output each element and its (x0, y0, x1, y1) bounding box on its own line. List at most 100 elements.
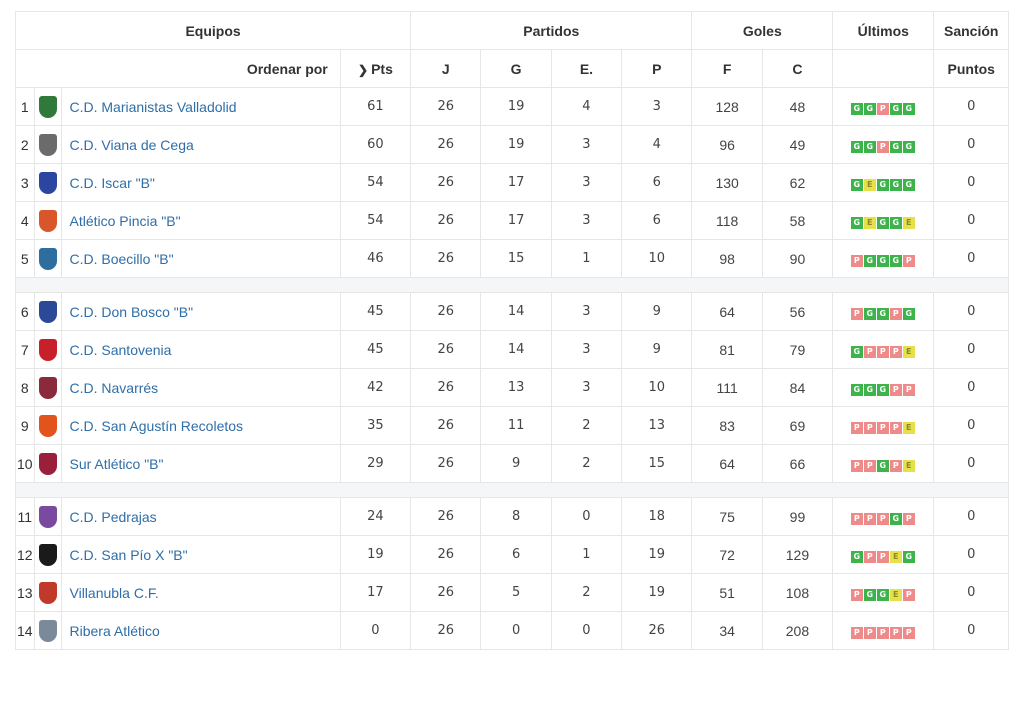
team-link[interactable]: Villanubla C.F. (69, 584, 159, 601)
won-cell: 19 (480, 125, 552, 164)
goals-for-cell: 34 (691, 611, 763, 650)
played-cell: 26 (410, 611, 482, 650)
result-badge: E (889, 551, 902, 563)
table-row: 1 C.D. Marianistas Valladolid 61 26 19 4 3 128 4… (15, 87, 1009, 126)
result-badge: P (863, 513, 876, 525)
pts-label: Pts (371, 60, 393, 77)
goals-against-cell: 108 (761, 573, 834, 612)
result-badge: P (889, 308, 902, 320)
lost-cell: 18 (621, 497, 693, 536)
goals-for-cell: 128 (691, 87, 763, 126)
result-badge: G (850, 103, 863, 115)
pts-cell: 0 (339, 611, 412, 650)
result-badge: G (850, 384, 863, 396)
result-badge: P (850, 308, 863, 320)
result-badge: G (889, 217, 902, 229)
lost-cell: 6 (621, 201, 693, 240)
won-cell: 19 (480, 87, 552, 126)
played-cell: 26 (410, 535, 482, 574)
table-row: 7 C.D. Santovenia 45 26 14 3 9 81 79 G P P P E 0 (15, 330, 1009, 369)
team-link[interactable]: C.D. Boecillo "B" (69, 250, 174, 267)
team-crest-icon (38, 300, 57, 323)
header-e: E. (550, 49, 623, 88)
won-cell: 14 (480, 330, 552, 369)
ordenar-por-label: Ordenar por (15, 49, 341, 88)
sanction-cell: 0 (933, 406, 1009, 445)
team-link[interactable]: C.D. Don Bosco "B" (69, 303, 194, 320)
drawn-cell: 3 (550, 201, 623, 240)
pts-cell: 24 (339, 497, 412, 536)
table-row: 14 Ribera Atlético 0 26 0 0 26 34 208 P P P P P 0 (15, 611, 1009, 650)
result-badge: P (876, 141, 889, 153)
team-link[interactable]: C.D. Iscar "B" (69, 174, 155, 191)
table-row: 10 Sur Atlético "B" 29 26 9 2 15 64 66 P P G P E 0 (15, 444, 1009, 483)
drawn-cell: 3 (550, 292, 623, 331)
table-row: 11 C.D. Pedrajas 24 26 8 0 18 75 99 P P P G P 0 (15, 497, 1009, 536)
pts-cell: 45 (339, 292, 412, 331)
drawn-cell: 1 (550, 535, 623, 574)
team-link[interactable]: C.D. Marianistas Valladolid (69, 98, 237, 115)
crest-cell (33, 406, 62, 445)
team-link[interactable]: Sur Atlético "B" (69, 455, 164, 472)
crest-cell (33, 573, 62, 612)
result-badge: E (902, 422, 915, 434)
team-cell: C.D. Viana de Cega (60, 125, 341, 164)
position-cell: 1 (15, 87, 35, 126)
result-badge: G (902, 179, 915, 191)
team-link[interactable]: Ribera Atlético (69, 622, 160, 639)
position-cell: 7 (15, 330, 35, 369)
result-badge: G (889, 513, 902, 525)
result-badge: E (863, 217, 876, 229)
pts-cell: 60 (339, 125, 412, 164)
played-cell: 26 (410, 125, 482, 164)
header-ultimos-blank (832, 49, 935, 88)
goals-against-cell: 62 (761, 163, 834, 202)
won-cell: 9 (480, 444, 552, 483)
result-badge: G (850, 217, 863, 229)
crest-cell (33, 201, 62, 240)
won-cell: 15 (480, 239, 552, 278)
drawn-cell: 3 (550, 368, 623, 407)
chevron-down-icon: ❯ (358, 62, 369, 77)
crest-cell (33, 330, 62, 369)
played-cell: 26 (410, 368, 482, 407)
result-badge: P (850, 422, 863, 434)
position-cell: 13 (15, 573, 35, 612)
crest-cell (33, 87, 62, 126)
team-link[interactable]: C.D. Santovenia (69, 341, 172, 358)
goals-against-cell: 79 (761, 330, 834, 369)
team-cell: C.D. Iscar "B" (60, 163, 341, 202)
team-cell: C.D. Don Bosco "B" (60, 292, 341, 331)
position-cell: 9 (15, 406, 35, 445)
sort-pts-button[interactable]: ❯ Pts (339, 49, 412, 88)
team-link[interactable]: C.D. Viana de Cega (69, 136, 194, 153)
result-badge: G (850, 346, 863, 358)
won-cell: 11 (480, 406, 552, 445)
result-badge: G (876, 217, 889, 229)
played-cell: 26 (410, 330, 482, 369)
result-badge: G (876, 384, 889, 396)
team-link[interactable]: C.D. San Pío X "B" (69, 546, 188, 563)
team-cell: C.D. Boecillo "B" (60, 239, 341, 278)
result-badge: P (902, 255, 915, 267)
header-puntos: Puntos (933, 49, 1009, 88)
sanction-cell: 0 (933, 292, 1009, 331)
sanction-cell: 0 (933, 163, 1009, 202)
goals-against-cell: 49 (761, 125, 834, 164)
result-badge: P (902, 589, 915, 601)
table-row: 8 C.D. Navarrés 42 26 13 3 10 111 84 G G G P P 0 (15, 368, 1009, 407)
team-link[interactable]: C.D. San Agustín Recoletos (69, 417, 244, 434)
header-sancion: Sanción (933, 11, 1009, 50)
goals-for-cell: 111 (691, 368, 763, 407)
header-goles: Goles (691, 11, 834, 50)
team-link[interactable]: C.D. Navarrés (69, 379, 159, 396)
team-link[interactable]: C.D. Pedrajas (69, 508, 157, 525)
result-badge: G (902, 103, 915, 115)
goals-against-cell: 58 (761, 201, 834, 240)
team-link[interactable]: Atlético Pincia "B" (69, 212, 181, 229)
drawn-cell: 3 (550, 125, 623, 164)
result-badge: G (902, 308, 915, 320)
